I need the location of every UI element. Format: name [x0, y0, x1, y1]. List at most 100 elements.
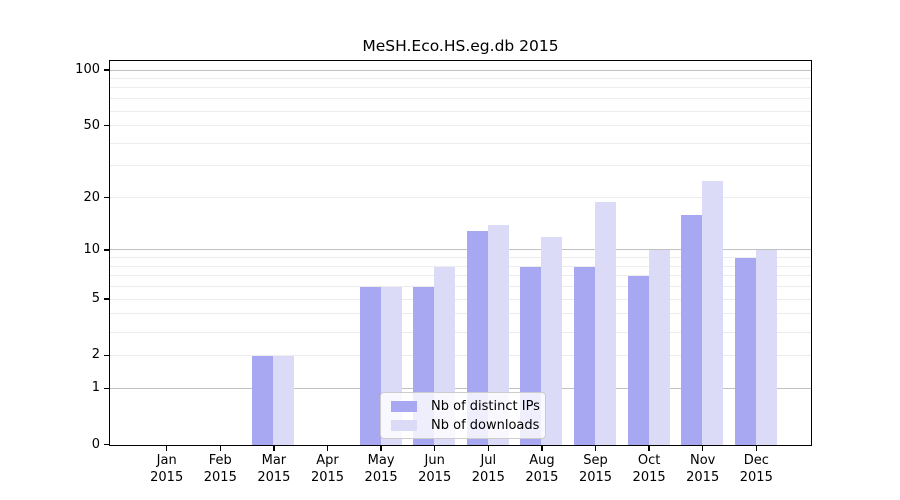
gridline-minor-6	[110, 286, 811, 288]
legend-swatch-distinct-ips-icon	[391, 400, 417, 412]
gridline-minor-7	[110, 275, 811, 277]
x-tick-year: 2015	[364, 470, 398, 485]
x-tick-month: Apr	[316, 453, 339, 468]
bar-nb-of-distinct-ips-oct	[627, 276, 649, 445]
x-tick-mark-mar	[273, 445, 275, 451]
x-tick-mark-dec	[755, 445, 758, 451]
bar-nb-of-downloads-aug	[541, 236, 563, 445]
legend-label-distinct-ips: Nb of distinct IPs	[431, 398, 540, 414]
bar-nb-of-distinct-ips-may	[359, 287, 381, 445]
x-tick-month: Mar	[261, 453, 287, 468]
x-tick-year: 2015	[203, 470, 237, 485]
y-tick-label-1: 1	[91, 380, 100, 396]
gridline-minor-80	[110, 87, 811, 89]
x-tick-mark-oct	[648, 445, 650, 451]
y-tick-mark-20	[104, 196, 110, 199]
x-tick-month: May	[367, 453, 395, 468]
x-tick-mark-jan	[165, 445, 168, 451]
x-tick-mark-sep	[594, 445, 597, 451]
x-tick-month: Jun	[424, 453, 445, 468]
chart-title: MeSH.Eco.HS.eg.db 2015	[362, 37, 559, 55]
x-tick-year: 2015	[578, 470, 613, 485]
gridline-minor-2	[110, 354, 811, 356]
x-tick-month: Sep	[583, 453, 608, 468]
x-tick-year: 2015	[418, 470, 452, 485]
bar-nb-of-downloads-mar	[273, 355, 295, 445]
y-tick-mark-2	[104, 354, 110, 357]
gridline-minor-4	[110, 313, 811, 315]
x-tick-label-nov: Nov 2015	[671, 452, 735, 486]
x-tick-mark-feb	[219, 445, 222, 451]
x-tick-month: Jan	[156, 453, 177, 468]
y-tick-mark-50	[104, 124, 110, 127]
y-tick-mark-1	[104, 387, 110, 390]
bar-nb-of-distinct-ips-jul	[466, 230, 488, 445]
gridline-minor-70	[110, 98, 811, 100]
bar-nb-of-downloads-dec	[755, 250, 777, 445]
gridline-minor-50	[110, 125, 811, 127]
bar-nb-of-downloads-oct	[648, 250, 670, 445]
x-tick-label-jan: Jan 2015	[135, 452, 199, 486]
x-tick-label-dec: Dec 2015	[724, 452, 788, 486]
x-tick-year: 2015	[686, 470, 720, 485]
gridline-minor-5	[110, 298, 811, 300]
bar-nb-of-distinct-ips-mar	[252, 355, 274, 445]
x-tick-label-feb: Feb 2015	[188, 452, 252, 486]
y-tick-label-100: 100	[75, 62, 100, 78]
y-tick-mark-100	[104, 69, 110, 71]
x-tick-year: 2015	[739, 470, 773, 485]
bar-nb-of-distinct-ips-nov	[681, 215, 703, 445]
y-tick-label-20: 20	[83, 189, 100, 205]
bar-nb-of-downloads-sep	[595, 201, 616, 445]
x-tick-label-jul: Jul 2015	[456, 452, 520, 486]
x-tick-label-mar: Mar 2015	[242, 452, 306, 486]
x-tick-month: Aug	[529, 453, 555, 468]
y-tick-label-0: 0	[91, 436, 100, 452]
y-tick-mark-5	[104, 298, 110, 300]
gridline-major-10	[110, 249, 811, 251]
gridline-minor-8	[110, 265, 811, 267]
gridline-major-100	[110, 69, 811, 71]
x-tick-label-apr: Apr 2015	[296, 452, 360, 486]
legend: Nb of distinct IPs Nb of downloads	[380, 392, 546, 439]
gridline-minor-30	[110, 165, 811, 167]
y-tick-mark-10	[104, 249, 110, 251]
x-tick-label-sep: Sep 2015	[564, 452, 628, 486]
gridline-minor-9	[110, 257, 811, 259]
y-tick-label-10: 10	[83, 241, 100, 257]
bar-nb-of-downloads-nov	[702, 180, 724, 445]
x-tick-year: 2015	[471, 470, 505, 485]
bar-nb-of-downloads-jul	[487, 225, 509, 445]
gridline-minor-90	[110, 78, 811, 80]
x-tick-year: 2015	[525, 470, 559, 485]
x-tick-mark-jun	[433, 445, 436, 451]
x-tick-mark-jul	[487, 445, 490, 451]
bar-nb-of-distinct-ips-dec	[734, 258, 756, 445]
x-tick-year: 2015	[310, 470, 345, 485]
y-tick-label-2: 2	[91, 347, 100, 363]
gridline-minor-60	[110, 110, 811, 112]
x-tick-month: Jul	[480, 453, 497, 468]
x-tick-mark-may	[380, 445, 382, 451]
x-tick-month: Nov	[690, 453, 716, 468]
x-tick-month: Oct	[637, 453, 661, 468]
bar-nb-of-distinct-ips-sep	[574, 266, 595, 445]
x-tick-label-jun: Jun 2015	[403, 452, 467, 486]
x-tick-year: 2015	[150, 470, 184, 485]
x-tick-label-may: May 2015	[349, 452, 413, 486]
x-tick-mark-apr	[326, 445, 329, 451]
y-tick-label-50: 50	[83, 117, 100, 133]
x-tick-label-aug: Aug 2015	[510, 452, 574, 486]
x-tick-mark-aug	[541, 445, 543, 451]
x-tick-year: 2015	[257, 470, 291, 485]
legend-item-distinct-ips: Nb of distinct IPs	[391, 398, 540, 414]
x-tick-month: Feb	[208, 453, 232, 468]
gridline-minor-3	[110, 331, 811, 333]
legend-swatch-downloads-icon	[391, 419, 417, 431]
gridline-major-1	[110, 387, 811, 389]
x-tick-month: Dec	[743, 453, 769, 468]
gridline-minor-20	[110, 197, 811, 198]
x-tick-year: 2015	[632, 470, 666, 485]
legend-item-downloads: Nb of downloads	[391, 417, 539, 433]
